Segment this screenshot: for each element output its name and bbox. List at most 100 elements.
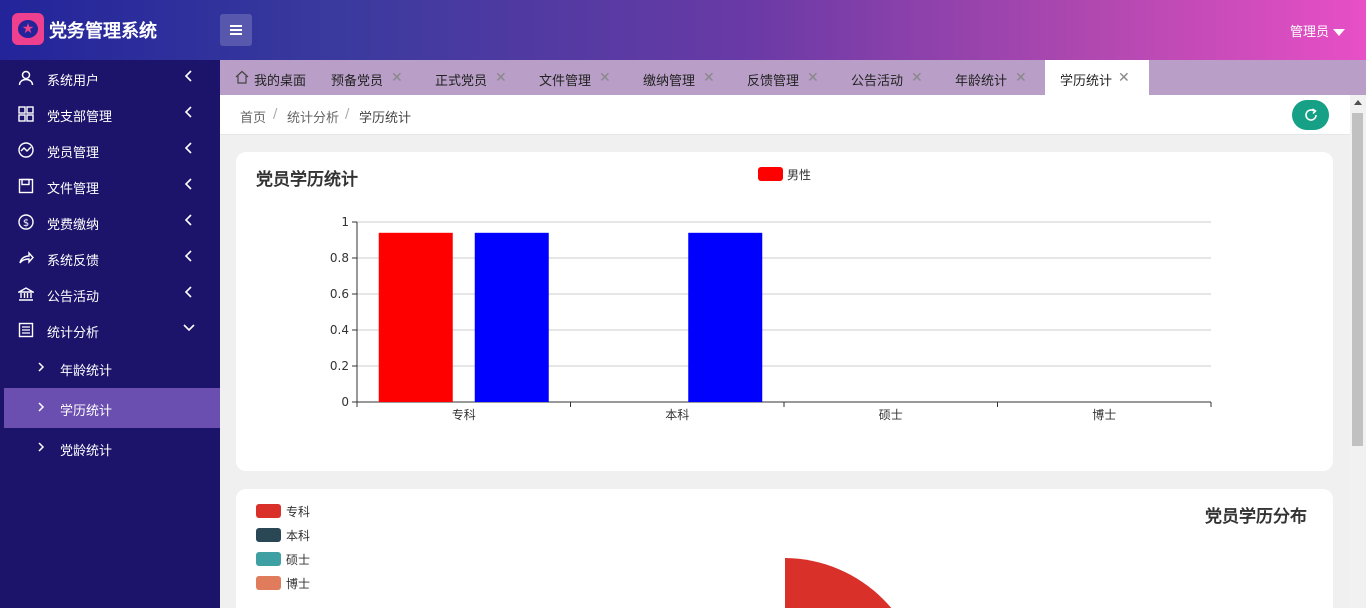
close-icon[interactable]: ✕: [1118, 70, 1130, 86]
close-icon[interactable]: ✕: [599, 70, 611, 86]
chevron-left-icon: [184, 70, 192, 82]
chevron-down-icon: [183, 324, 195, 332]
activity-icon: [18, 142, 34, 158]
sidebar-item-label: 公告活动: [47, 290, 100, 305]
sidebar-item-feedback[interactable]: 系统反馈: [0, 240, 220, 276]
app-title: 党务管理系统: [49, 21, 157, 42]
chevron-left-icon: [184, 250, 192, 262]
chart-title: 党员学历统计: [256, 170, 358, 190]
chevron-right-icon: [38, 362, 45, 372]
sidebar-subitem-party-age-stats[interactable]: 党龄统计: [4, 428, 220, 468]
close-icon[interactable]: ✕: [391, 70, 403, 86]
sidebar-item-dues[interactable]: $ 党费缴纳: [0, 204, 220, 240]
chevron-left-icon: [184, 178, 192, 190]
bar[interactable]: [474, 232, 549, 402]
sidebar-item-notices[interactable]: 公告活动: [0, 276, 220, 312]
refresh-button[interactable]: [1292, 100, 1329, 130]
tab-bar: 我的桌面 预备党员 ✕ 正式党员 ✕ 文件管理 ✕ 缴纳管理 ✕ 反馈管理 ✕ …: [220, 60, 1366, 95]
sidebar-item-label: 党费缴纳: [47, 218, 100, 233]
x-tick-label: 本科: [665, 408, 689, 422]
save-icon: [18, 178, 34, 194]
menu-toggle-button[interactable]: [220, 14, 252, 46]
pie-chart: [785, 558, 924, 608]
legend-swatch[interactable]: [758, 167, 783, 181]
grid-icon: [18, 106, 34, 122]
breadcrumb: 首页 / 统计分析 / 学历统计: [220, 95, 1350, 135]
tab-label: 反馈管理: [747, 74, 800, 89]
close-icon[interactable]: ✕: [1015, 70, 1027, 86]
legend-swatch[interactable]: [256, 576, 281, 590]
legend-swatch[interactable]: [256, 504, 281, 518]
sidebar-item-files[interactable]: 文件管理: [0, 168, 220, 204]
y-tick-label: 0.6: [330, 287, 349, 301]
bar[interactable]: [688, 232, 763, 402]
home-icon: [235, 70, 249, 84]
dollar-icon: $: [18, 214, 34, 230]
x-tick-label: 专科: [452, 407, 476, 422]
close-icon[interactable]: ✕: [703, 70, 715, 86]
legend-label: 博士: [286, 577, 311, 591]
user-icon: [18, 70, 34, 86]
tab-label: 缴纳管理: [643, 74, 696, 89]
y-tick-label: 0.8: [330, 251, 349, 265]
sidebar-subitem-label: 党龄统计: [60, 444, 113, 459]
breadcrumb-parent[interactable]: 统计分析: [287, 111, 340, 126]
tab-payments[interactable]: 缴纳管理 ✕: [628, 60, 732, 95]
bar-chart: 0 0.2 0.4 0.6 0.8 1 专科 本科 硕士 博士: [330, 215, 1212, 422]
top-header: ★ 党务管理系统 管理员: [0, 0, 1366, 60]
chevron-left-icon: [184, 142, 192, 154]
tab-label: 我的桌面: [254, 74, 307, 89]
app-logo: ★: [12, 13, 44, 45]
chevron-left-icon: [184, 214, 192, 226]
scroll-up-arrow-icon[interactable]: [1354, 100, 1362, 105]
chart-title: 党员学历分布: [1205, 507, 1307, 527]
sidebar-subitem-education-stats[interactable]: 学历统计: [4, 388, 220, 428]
sidebar-item-label: 系统反馈: [47, 254, 100, 269]
education-bar-chart-card: 党员学历统计 男性 0 0.2 0.4 0.6 0.8 1 专科 本科 硕士 博士: [236, 152, 1333, 471]
chevron-left-icon: [184, 286, 192, 298]
close-icon[interactable]: ✕: [911, 70, 923, 86]
tab-probationary[interactable]: 预备党员 ✕: [316, 60, 420, 95]
close-icon[interactable]: ✕: [495, 70, 507, 86]
close-icon[interactable]: ✕: [807, 70, 819, 86]
breadcrumb-home[interactable]: 首页: [240, 111, 267, 126]
svg-text:$: $: [23, 218, 29, 229]
breadcrumb-separator: /: [345, 107, 350, 122]
breadcrumb-separator: /: [273, 107, 278, 122]
chevron-right-icon: [38, 442, 45, 452]
user-menu[interactable]: 管理员: [1290, 21, 1346, 40]
tab-label: 预备党员: [331, 74, 384, 89]
y-tick-label: 0: [341, 395, 349, 409]
legend-swatch[interactable]: [256, 528, 281, 542]
user-name: 管理员: [1290, 25, 1330, 40]
tab-notices[interactable]: 公告活动 ✕: [836, 60, 940, 95]
bar[interactable]: [378, 232, 453, 402]
tab-education-stats[interactable]: 学历统计 ✕: [1045, 60, 1149, 95]
tab-label: 学历统计: [1060, 74, 1113, 89]
tab-age-stats[interactable]: 年龄统计 ✕: [940, 60, 1045, 95]
sidebar-subitem-age-stats[interactable]: 年龄统计: [4, 348, 220, 388]
tab-desktop[interactable]: 我的桌面: [220, 60, 316, 95]
scrollbar-thumb[interactable]: [1352, 113, 1363, 446]
sidebar-item-users[interactable]: 系统用户: [0, 60, 220, 96]
tab-files[interactable]: 文件管理 ✕: [524, 60, 628, 95]
y-tick-label: 1: [341, 215, 349, 229]
legend-label: 本科: [286, 529, 311, 543]
tab-label: 文件管理: [539, 74, 592, 89]
x-tick-label: 博士: [1092, 407, 1116, 422]
y-tick-label: 0.4: [330, 323, 349, 337]
sidebar-item-members[interactable]: 党员管理: [0, 132, 220, 168]
legend-swatch[interactable]: [256, 552, 281, 566]
sidebar-item-branches[interactable]: 党支部管理: [0, 96, 220, 132]
sidebar-item-label: 统计分析: [47, 326, 100, 341]
tab-feedback[interactable]: 反馈管理 ✕: [732, 60, 836, 95]
refresh-icon: [1305, 108, 1317, 121]
education-pie-chart-card: 党员学历分布 专科 本科 硕士 博士: [236, 489, 1333, 608]
sidebar-item-label: 党员管理: [47, 146, 100, 161]
sidebar-item-label: 党支部管理: [47, 110, 113, 125]
pie-slice[interactable]: [785, 558, 924, 608]
legend-label: 专科: [286, 505, 311, 519]
sidebar-item-statistics[interactable]: 统计分析: [0, 312, 220, 348]
tab-full-members[interactable]: 正式党员 ✕: [420, 60, 524, 95]
chevron-down-icon: [1333, 29, 1346, 36]
